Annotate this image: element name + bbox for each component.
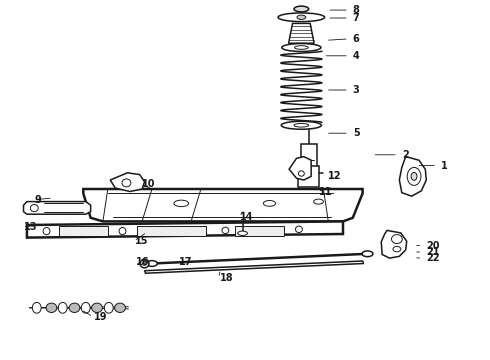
Polygon shape — [381, 230, 407, 258]
Text: 5: 5 — [353, 128, 360, 138]
Ellipse shape — [174, 200, 189, 207]
Ellipse shape — [298, 171, 304, 176]
Bar — [137, 226, 206, 236]
Ellipse shape — [115, 303, 125, 312]
Text: 19: 19 — [94, 312, 108, 322]
Polygon shape — [399, 157, 426, 196]
Text: 2: 2 — [402, 150, 409, 160]
Ellipse shape — [43, 228, 50, 235]
Ellipse shape — [411, 172, 417, 180]
Text: 22: 22 — [426, 253, 440, 264]
Bar — [298, 166, 319, 187]
Text: 9: 9 — [34, 195, 41, 205]
Polygon shape — [289, 157, 311, 180]
Text: 11: 11 — [318, 186, 332, 197]
Ellipse shape — [238, 231, 247, 235]
Ellipse shape — [222, 227, 229, 234]
Ellipse shape — [32, 302, 41, 313]
Text: 6: 6 — [353, 34, 360, 44]
Ellipse shape — [297, 15, 306, 19]
Ellipse shape — [143, 262, 147, 265]
Text: 16: 16 — [136, 257, 150, 267]
Ellipse shape — [278, 13, 324, 22]
Text: 13: 13 — [24, 222, 37, 232]
Ellipse shape — [392, 235, 402, 243]
Ellipse shape — [81, 302, 90, 313]
Ellipse shape — [104, 302, 113, 313]
Text: 15: 15 — [135, 236, 148, 246]
Text: 3: 3 — [353, 85, 360, 95]
Polygon shape — [145, 261, 364, 273]
Ellipse shape — [30, 204, 38, 212]
Text: 10: 10 — [142, 179, 156, 189]
Bar — [301, 144, 317, 167]
Text: 20: 20 — [426, 240, 440, 251]
Ellipse shape — [294, 123, 309, 127]
Text: 17: 17 — [179, 257, 193, 267]
Ellipse shape — [393, 247, 401, 252]
Polygon shape — [24, 202, 91, 214]
Polygon shape — [110, 173, 145, 192]
Ellipse shape — [140, 259, 149, 268]
Polygon shape — [83, 189, 363, 221]
Text: 21: 21 — [426, 247, 440, 257]
Ellipse shape — [122, 179, 131, 187]
Text: 4: 4 — [353, 51, 360, 61]
Ellipse shape — [58, 302, 67, 313]
Text: 8: 8 — [353, 5, 360, 15]
Ellipse shape — [362, 251, 373, 257]
Ellipse shape — [264, 201, 275, 206]
Ellipse shape — [46, 303, 57, 312]
Bar — [59, 226, 108, 236]
Ellipse shape — [92, 303, 102, 312]
Ellipse shape — [69, 303, 80, 312]
Bar — [235, 226, 284, 236]
Ellipse shape — [282, 44, 321, 51]
Text: 14: 14 — [240, 212, 254, 222]
Ellipse shape — [314, 199, 323, 204]
Text: 1: 1 — [441, 161, 448, 171]
Ellipse shape — [119, 228, 126, 235]
Ellipse shape — [407, 167, 421, 185]
Text: 18: 18 — [220, 273, 233, 283]
Ellipse shape — [281, 121, 321, 129]
Text: 12: 12 — [328, 171, 342, 181]
Polygon shape — [27, 221, 343, 238]
Text: 7: 7 — [353, 13, 360, 23]
Ellipse shape — [295, 226, 302, 233]
Ellipse shape — [294, 46, 308, 49]
Ellipse shape — [147, 261, 157, 266]
Ellipse shape — [294, 6, 309, 12]
Polygon shape — [289, 23, 314, 43]
